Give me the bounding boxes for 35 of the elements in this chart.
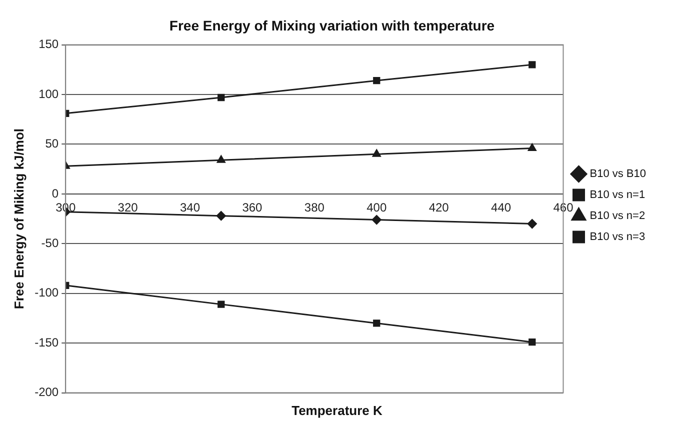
point: [372, 215, 382, 225]
y-tick-label: -100: [34, 286, 59, 300]
point: [528, 61, 536, 68]
point: [218, 94, 225, 102]
x-tick-label: 420: [428, 200, 450, 214]
y-tick-label: 50: [45, 136, 59, 151]
x-tick-label: 320: [118, 200, 138, 214]
point: [528, 338, 536, 346]
x-tick-label: 460: [553, 200, 574, 214]
point: [216, 211, 226, 221]
y-axis-title: Free Energy of Miking kJ/mol: [11, 128, 26, 310]
legend-label: B10 vs B10: [590, 168, 646, 180]
x-tick-label: 380: [304, 200, 325, 214]
legend-label: B10 vs n=1: [590, 189, 646, 202]
x-tick-label: 400: [366, 200, 387, 214]
legend-label: B10 vs n=3: [590, 231, 646, 244]
y-tick-label: -150: [34, 335, 59, 350]
point: [372, 149, 381, 157]
point: [528, 143, 536, 151]
y-tick-label: 0: [52, 186, 59, 200]
x-axis-title: Temperature K: [290, 403, 384, 418]
point: [373, 320, 380, 327]
x-tick-label: 440: [491, 200, 512, 214]
point: [527, 219, 537, 229]
x-tick-label: 340: [180, 200, 200, 214]
y-tick-label: -200: [34, 385, 59, 400]
y-tick-label: 100: [38, 86, 59, 101]
point: [373, 77, 380, 84]
y-tick-label: -50: [41, 236, 59, 250]
point: [216, 155, 226, 163]
point: [218, 300, 225, 308]
chart-title: Free Energy of Mixing variation with temperature: [169, 17, 495, 34]
legend-label: B10 vs n=2: [590, 210, 646, 222]
x-tick-label: 360: [242, 200, 263, 214]
y-tick-label: 150: [38, 37, 59, 52]
